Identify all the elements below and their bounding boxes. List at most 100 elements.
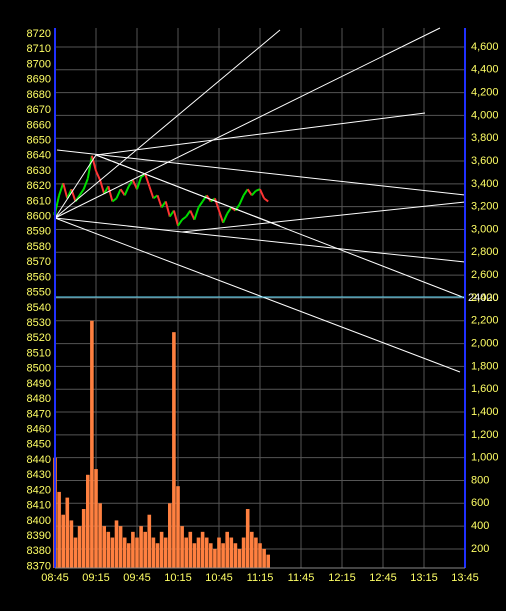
- trend-line: [54, 154, 97, 219]
- trend-line: [54, 217, 461, 373]
- volume-bar: [65, 497, 70, 568]
- y-tick-label: 8720: [27, 28, 51, 40]
- y-tick-label: 8560: [27, 271, 51, 283]
- y-tick-label: 8380: [27, 545, 51, 557]
- volume-bar: [254, 537, 258, 568]
- marks: [53, 155, 270, 568]
- trend-line: [54, 217, 183, 233]
- volume-bar: [143, 531, 147, 568]
- price-segment: [95, 170, 102, 181]
- volume-bar: [163, 537, 168, 568]
- volume-bar: [98, 503, 102, 568]
- y2-tick-label: 2,600: [471, 269, 499, 281]
- volume-bar: [94, 469, 98, 568]
- y-tick-label: 8530: [27, 317, 51, 329]
- volume-bar: [250, 531, 254, 568]
- y-tick-label: 8470: [27, 408, 51, 420]
- y-tick-label: 8650: [27, 134, 51, 146]
- volume-bar: [188, 531, 193, 568]
- price-segment: [263, 197, 269, 203]
- volume-bar: [139, 526, 143, 568]
- y2-tick-label: 3,800: [471, 132, 499, 144]
- y-tick-label: 8420: [27, 484, 51, 496]
- price-segment: [185, 209, 192, 218]
- price-segment: [164, 201, 171, 217]
- trend-line: [181, 231, 466, 263]
- x-tick-label: 11:45: [288, 572, 315, 584]
- x-tick-label: 12:45: [369, 572, 397, 584]
- x-tick-label: 10:15: [164, 572, 192, 584]
- volume-bar: [200, 531, 205, 568]
- volume-bar: [184, 537, 188, 568]
- price-segment: [131, 179, 138, 190]
- y2-tick-label: 3,000: [471, 223, 499, 235]
- y2-tick-label: 2,400: [471, 292, 499, 304]
- y-tick-label: 8540: [27, 302, 51, 314]
- y-tick-label: 8600: [27, 211, 51, 223]
- y2-tick-label: 2,800: [471, 246, 499, 258]
- volume-bar: [131, 531, 135, 568]
- price-segment: [156, 195, 163, 208]
- volume-bar: [180, 526, 184, 568]
- volume-bar: [241, 537, 246, 568]
- price-segment: [99, 179, 106, 195]
- y-tick-label: 8520: [27, 332, 51, 344]
- volume-bar: [159, 531, 164, 568]
- volume-bar: [73, 537, 78, 568]
- price-segment: [226, 206, 233, 215]
- y-tick-label: 8580: [27, 241, 51, 253]
- volume-bar: [262, 548, 266, 568]
- volume-bar: [245, 509, 250, 568]
- y2-tick-label: 600: [471, 497, 489, 509]
- volume-bar: [217, 537, 221, 568]
- x-tick-label: 09:15: [82, 572, 110, 584]
- y-tick-label: 8410: [27, 500, 51, 512]
- y2-tick-label: 2,200: [471, 315, 499, 327]
- volume-bar: [102, 526, 106, 568]
- volume-bar: [225, 531, 229, 568]
- y2-tick-label: 2,000: [471, 337, 499, 349]
- y-tick-label: 8500: [27, 363, 51, 375]
- volume-bar: [81, 509, 86, 568]
- y-tick-label: 8570: [27, 256, 51, 268]
- price-segment: [136, 176, 143, 190]
- price-segment: [189, 210, 196, 221]
- price-segment: [213, 198, 220, 211]
- price-segment: [181, 215, 187, 221]
- y2-tick-label: 4,000: [471, 109, 499, 121]
- y-tick-label: 8450: [27, 439, 51, 451]
- volume-bar: [122, 537, 127, 568]
- volume-bar: [233, 543, 238, 568]
- price-segment: [107, 185, 114, 202]
- volume-bar: [69, 520, 74, 568]
- price-segment: [58, 182, 65, 196]
- y2-tick-label: 800: [471, 474, 489, 486]
- price-segment: [218, 210, 225, 224]
- price-segment: [251, 190, 257, 196]
- price-segment: [238, 194, 245, 205]
- price-segment: [66, 188, 73, 199]
- y-tick-label: 8550: [27, 287, 51, 299]
- volume-bar: [266, 554, 270, 568]
- volume-bar: [176, 486, 180, 568]
- y2-tick-label: 4,200: [471, 86, 499, 98]
- y-tick-label: 8640: [27, 150, 51, 162]
- volume-bar: [221, 543, 225, 568]
- volume-bar: [237, 548, 242, 568]
- volume-bar: [258, 543, 262, 568]
- reference-label-bg: [466, 290, 500, 304]
- y-tick-label: 8440: [27, 454, 51, 466]
- x-tick-label: 13:15: [410, 572, 438, 584]
- y-tick-label: 8700: [27, 58, 51, 70]
- y-tick-label: 8630: [27, 165, 51, 177]
- volume-bar: [61, 514, 65, 568]
- price-segment: [197, 200, 204, 209]
- x-tick-label: 13:45: [451, 572, 479, 584]
- y-tick-label: 8680: [27, 89, 51, 101]
- reference-label: 24020: [468, 292, 499, 304]
- x-tick-label: 11:15: [247, 572, 274, 584]
- y2-tick-label: 1,400: [471, 406, 499, 418]
- price-segment: [201, 194, 208, 202]
- volume-bar: [135, 537, 139, 568]
- y2-tick-label: 3,600: [471, 155, 499, 167]
